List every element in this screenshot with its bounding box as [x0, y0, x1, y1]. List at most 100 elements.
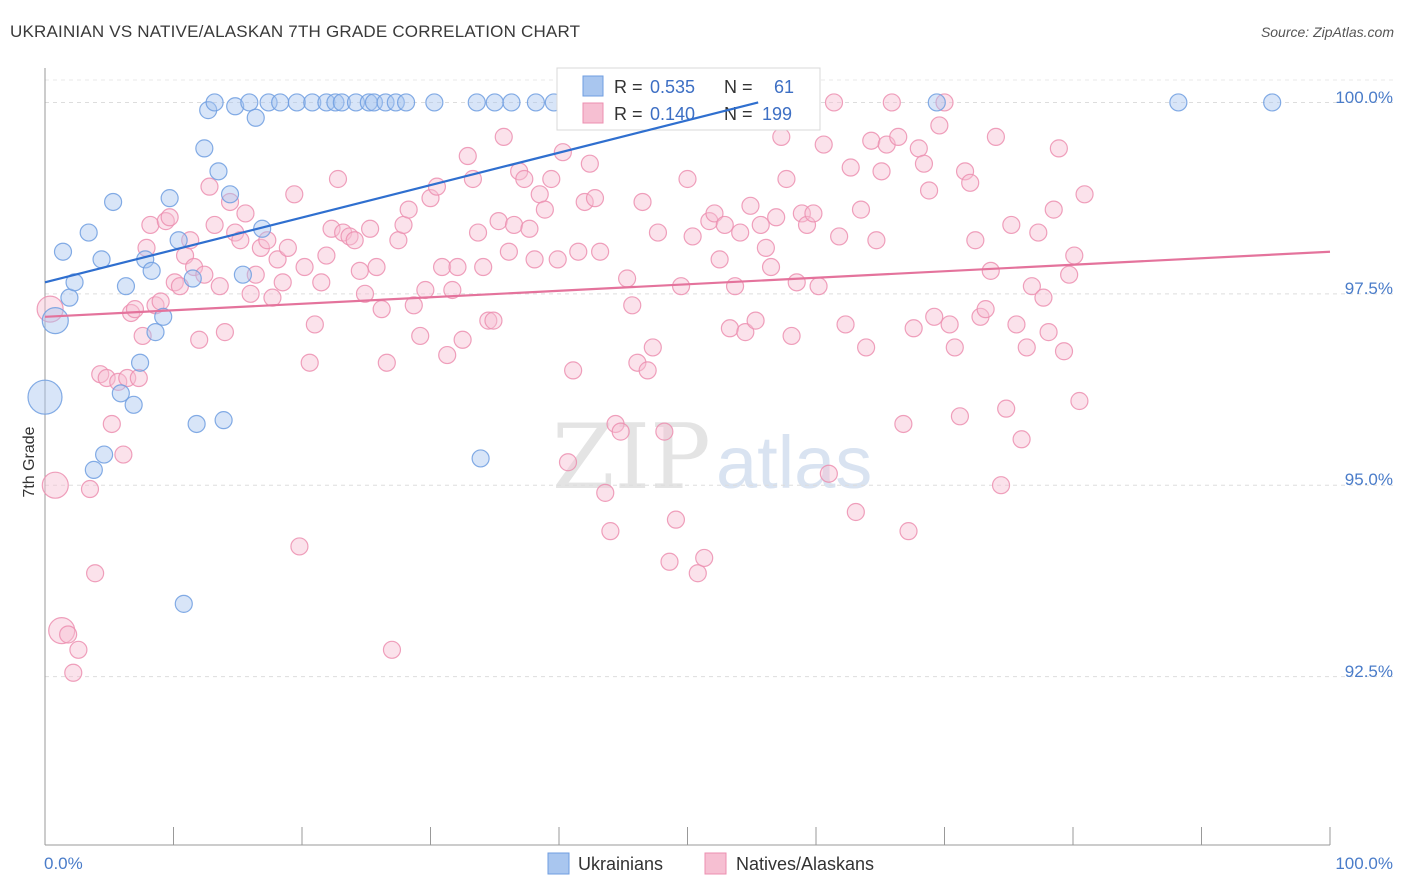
legend-r-label-2: R = — [614, 104, 643, 124]
native-point — [278, 238, 297, 257]
native-point — [611, 422, 630, 441]
native-point — [494, 127, 513, 146]
native-point — [731, 223, 750, 242]
native-point — [345, 231, 364, 250]
y-tick-label-95: 95.0% — [1345, 470, 1393, 489]
y-axis-title: 7th Grade — [21, 426, 38, 497]
ukrainian-point — [467, 93, 486, 112]
native-point — [515, 169, 534, 189]
native-point — [710, 250, 729, 269]
native-point — [872, 162, 891, 181]
native-point — [945, 338, 964, 357]
native-point — [882, 93, 901, 112]
ukrainian-point — [209, 162, 228, 181]
native-point — [312, 273, 331, 292]
native-point — [950, 407, 970, 426]
native-point — [484, 311, 503, 330]
native-point — [746, 311, 765, 330]
native-point — [991, 476, 1011, 495]
native-point — [448, 257, 467, 277]
native-point — [648, 223, 668, 242]
ukrainian-point — [183, 269, 202, 288]
native-point — [841, 158, 860, 177]
native-point — [1029, 223, 1048, 242]
native-point — [814, 135, 833, 154]
native-point — [1022, 277, 1041, 296]
native-point — [102, 414, 121, 434]
native-point — [914, 154, 934, 173]
native-point — [1034, 288, 1053, 307]
native-point — [976, 300, 995, 319]
native-point — [767, 208, 786, 227]
native-point — [591, 242, 610, 261]
native-point — [569, 242, 588, 261]
ukrainian-point — [92, 250, 111, 269]
native-point — [787, 273, 806, 292]
ukrainian-point — [927, 93, 946, 112]
bottom-legend-swatch-ukrainians — [547, 852, 570, 875]
native-point — [1044, 200, 1063, 219]
native-point — [955, 162, 975, 181]
native-point — [41, 471, 69, 499]
data-points — [27, 93, 1282, 682]
native-point — [328, 169, 348, 189]
native-point — [925, 307, 944, 326]
native-point — [940, 315, 959, 334]
native-point — [542, 169, 561, 189]
native-point — [797, 215, 817, 235]
legend-n-label-1: N = — [724, 77, 753, 97]
legend-n-value-1: 61 — [774, 77, 794, 97]
native-point — [660, 552, 679, 571]
native-point — [367, 257, 386, 277]
native-point — [623, 296, 642, 315]
native-point — [628, 353, 647, 372]
native-point — [683, 227, 702, 246]
ukrainian-point — [154, 307, 173, 326]
native-point — [64, 663, 83, 682]
native-point — [894, 414, 913, 434]
ukrainian-point — [502, 93, 521, 112]
native-point — [1017, 338, 1036, 357]
native-point — [184, 257, 204, 277]
native-point — [236, 204, 255, 223]
ukrainian-point — [195, 139, 214, 158]
trend-lines — [44, 101, 1331, 318]
ukrainian-point — [41, 307, 69, 335]
native-point — [195, 265, 214, 284]
native-point — [678, 169, 697, 189]
native-point — [350, 261, 369, 280]
axes — [44, 68, 1331, 846]
native-point — [966, 231, 985, 250]
native-point — [585, 189, 605, 208]
ukrainian-point — [226, 97, 245, 116]
native-point — [720, 319, 740, 338]
ukrainian-point — [376, 93, 395, 112]
native-point — [819, 464, 838, 483]
native-point — [355, 284, 375, 303]
ukrainian-point — [124, 395, 143, 414]
native-point — [1054, 342, 1074, 361]
native-point — [114, 445, 133, 464]
native-point — [751, 215, 770, 235]
native-point — [151, 292, 170, 311]
native-point — [830, 227, 849, 246]
native-point — [889, 127, 908, 146]
ukrainian-point — [142, 261, 161, 280]
native-point — [777, 169, 796, 189]
ukrainian-point — [287, 93, 306, 112]
ukrainian-point — [386, 93, 405, 112]
native-point — [411, 326, 430, 346]
native-point — [205, 215, 224, 235]
native-point — [525, 250, 544, 269]
legend-r-value-1: 0.535 — [650, 77, 695, 97]
native-point — [377, 353, 396, 372]
native-point — [548, 250, 567, 269]
native-point — [125, 300, 145, 319]
ukrainian-point — [303, 93, 322, 112]
ukrainian-point — [246, 108, 265, 127]
native-point — [919, 181, 939, 200]
ukrainian-point — [332, 93, 351, 112]
native-point — [109, 372, 128, 391]
ukrainian-point — [130, 353, 150, 372]
native-point — [935, 93, 954, 112]
